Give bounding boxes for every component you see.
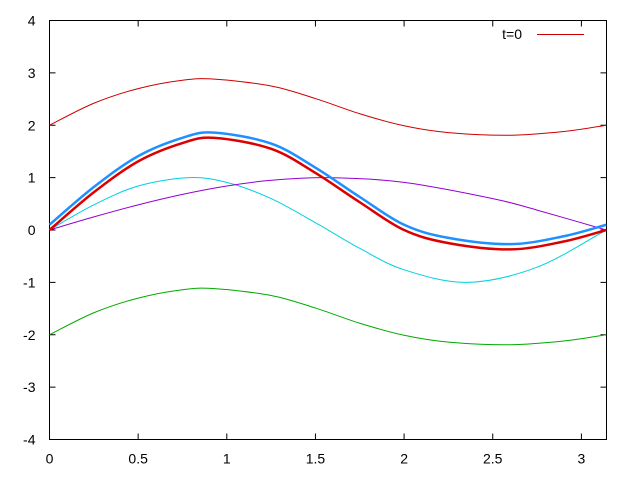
y-tick-label: 2 bbox=[28, 117, 36, 133]
series-line-3 bbox=[49, 177, 607, 283]
legend-label: t=0 bbox=[502, 26, 522, 42]
x-tick-label: 0 bbox=[46, 451, 54, 467]
y-tick-label: -4 bbox=[23, 432, 36, 448]
y-tick-label: -1 bbox=[23, 274, 36, 290]
axis-ticks: 0 0.5 1 1.5 2 2.5 3 -4 -3 -2 -1 0 1 2 3 4 bbox=[23, 13, 607, 467]
series-line-1 bbox=[49, 78, 607, 136]
y-tick-label: 0 bbox=[28, 222, 36, 238]
x-tick-label: 1.5 bbox=[306, 451, 326, 467]
x-tick-label: 1 bbox=[223, 451, 231, 467]
series-group bbox=[48, 78, 607, 346]
y-tick-label: -3 bbox=[23, 379, 36, 395]
y-tick-label: 4 bbox=[28, 13, 36, 29]
y-tick-label: -2 bbox=[23, 327, 36, 343]
series-line-5 bbox=[48, 136, 607, 251]
series-line-4 bbox=[49, 177, 607, 231]
x-tick-label: 3 bbox=[577, 451, 585, 467]
y-tick-label: 3 bbox=[28, 65, 36, 81]
legend: t=0 bbox=[502, 26, 584, 42]
y-tick-label: 1 bbox=[28, 170, 36, 186]
x-tick-label: 0.5 bbox=[128, 451, 148, 467]
series-line-6 bbox=[48, 131, 607, 246]
x-tick-label: 2 bbox=[400, 451, 408, 467]
x-tick-label: 2.5 bbox=[483, 451, 503, 467]
series-line-2 bbox=[49, 287, 607, 346]
